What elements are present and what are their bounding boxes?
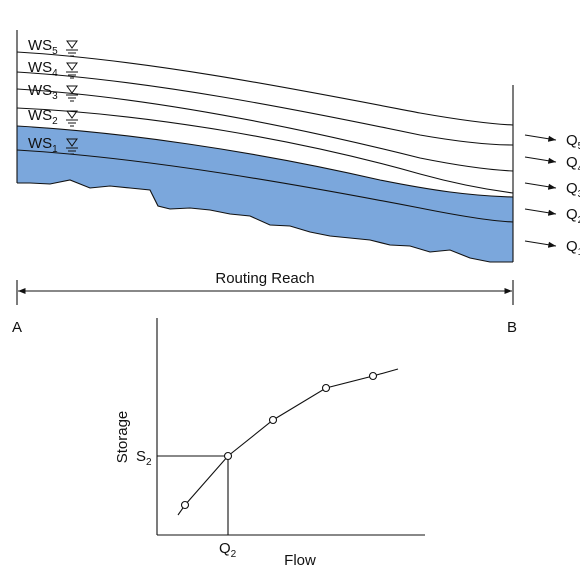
s-base: S <box>136 448 146 465</box>
ws-symbol <box>66 62 78 79</box>
water-line <box>16 51 514 126</box>
end-label: B <box>507 319 517 336</box>
ws-symbol <box>66 110 78 127</box>
curve-point <box>223 451 233 461</box>
outflow-label: Q5 <box>566 132 580 152</box>
q-base: Q <box>566 180 578 197</box>
s-sub: 2 <box>146 457 152 468</box>
ws-symbol <box>66 40 78 57</box>
q-base: Q <box>566 238 578 255</box>
ws-base: WS <box>28 82 52 99</box>
ws-base: WS <box>28 37 52 54</box>
ws-sub: 2 <box>52 116 58 127</box>
reach-title: Routing Reach <box>215 270 314 287</box>
q-sub: 3 <box>578 189 580 200</box>
q-sub: 4 <box>578 163 580 174</box>
ws-base: WS <box>28 107 52 124</box>
curve-point <box>180 500 190 510</box>
ws-triangle <box>66 62 78 71</box>
ws-label: WS5 <box>28 37 58 57</box>
ws-label: WS3 <box>28 82 58 102</box>
outflow-label: Q4 <box>566 154 580 174</box>
water-body <box>17 126 513 262</box>
q-sub: 2 <box>578 215 580 226</box>
curve-point <box>321 383 331 393</box>
q-base: Q <box>566 154 578 171</box>
q-base: Q <box>219 540 231 557</box>
outflow-label: Q1 <box>566 238 580 258</box>
ws-base: WS <box>28 59 52 76</box>
q-sub: 5 <box>578 141 580 152</box>
outflow-label: Q2 <box>566 206 580 226</box>
ws-triangle <box>66 85 78 94</box>
ws-label: WS2 <box>28 107 58 127</box>
outflow-arrow <box>524 182 557 190</box>
water-line <box>16 88 514 172</box>
x-label: Flow <box>284 552 316 567</box>
outflow-labels: Q5Q4Q3Q2Q1 <box>524 132 580 258</box>
ws-symbol <box>66 85 78 102</box>
outflow-arrow <box>524 240 557 248</box>
q-sub: 2 <box>231 549 237 560</box>
ws-sub: 1 <box>52 144 58 155</box>
channel-bed <box>17 179 513 263</box>
s-mark: S2 <box>136 448 152 468</box>
ws-base: WS <box>28 135 52 152</box>
q-sub: 1 <box>578 247 580 258</box>
water-line <box>16 149 514 223</box>
q-base: Q <box>566 132 578 149</box>
storage-curve <box>177 368 399 516</box>
y-label: Storage <box>114 411 131 464</box>
water-line <box>16 125 514 198</box>
ws-triangle <box>66 110 78 119</box>
ws-sub: 3 <box>52 91 58 102</box>
ws-symbol <box>66 138 78 155</box>
outflow-arrow <box>524 156 557 164</box>
q-base: Q <box>566 206 578 223</box>
ws-triangle <box>66 40 78 49</box>
ws-label: WS4 <box>28 59 58 79</box>
ws-label: WS1 <box>28 135 58 155</box>
outflow-arrow <box>524 134 557 142</box>
curve-point <box>268 415 278 425</box>
outflow-arrow <box>524 208 557 216</box>
ws-triangle <box>66 138 78 147</box>
ws-sub: 4 <box>52 68 58 79</box>
water-line <box>16 71 514 146</box>
q-mark: Q2 <box>219 540 237 560</box>
water-line <box>16 107 514 194</box>
ws-sub: 5 <box>52 46 58 57</box>
curve-point <box>368 371 378 381</box>
start-label: A <box>12 319 22 336</box>
outflow-label: Q3 <box>566 180 580 200</box>
